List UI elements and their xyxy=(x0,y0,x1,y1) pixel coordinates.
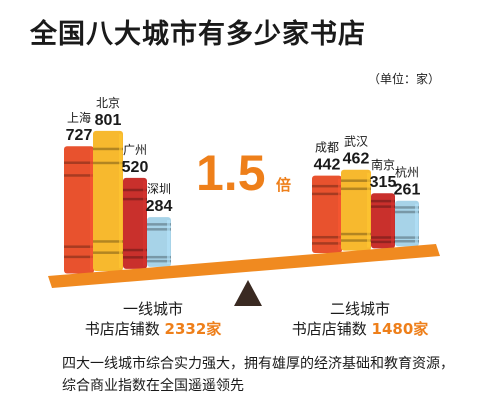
book-band xyxy=(64,245,94,248)
book-band xyxy=(123,256,147,259)
book-spine xyxy=(93,130,123,272)
book-band xyxy=(395,236,419,239)
book-band xyxy=(93,251,123,254)
book-edge xyxy=(143,180,146,266)
book-band xyxy=(147,228,171,231)
group-total-tier1: 2332家 xyxy=(164,320,222,338)
city-label-北京: 北京 xyxy=(96,96,120,110)
chart-title: 全国八大城市有多少家书店 xyxy=(30,19,366,50)
book-band xyxy=(93,147,123,151)
bar-北京 xyxy=(93,130,123,272)
value-label-上海: 727 xyxy=(66,127,93,144)
book-edge xyxy=(415,203,418,244)
book-band xyxy=(341,232,371,236)
bar-深圳 xyxy=(147,217,171,267)
ratio-suffix: 倍 xyxy=(276,176,291,194)
book-band xyxy=(147,259,171,263)
book-edge xyxy=(367,172,370,248)
bar-成都 xyxy=(312,175,342,253)
book-edge xyxy=(338,178,341,250)
book-band xyxy=(64,161,94,164)
book-edge xyxy=(391,196,394,246)
book-band xyxy=(371,205,395,208)
book-band xyxy=(312,184,342,188)
book-band xyxy=(147,255,171,259)
group-caption-tier1: 书店店铺数 xyxy=(84,320,160,338)
unit-label: （单位：家） xyxy=(368,72,441,86)
book-band xyxy=(341,187,371,191)
book-band xyxy=(123,248,147,252)
seesaw-fulcrum xyxy=(234,280,262,306)
footnote: 四大一线城市综合实力强大，拥有雄厚的经济基础和教育资源，综合商业指数在全国遥遥领… xyxy=(62,356,454,394)
group-name-tier2: 二线城市 xyxy=(329,300,390,318)
bar-杭州 xyxy=(395,200,419,247)
book-band xyxy=(64,174,94,177)
bar-上海 xyxy=(64,146,94,274)
book-band xyxy=(371,240,395,244)
value-label-南京: 315 xyxy=(370,174,397,191)
group-label-tier2: 二线城市 书店店铺数 1480家 xyxy=(280,299,440,339)
book-edge xyxy=(167,220,170,264)
value-label-武汉: 462 xyxy=(343,151,370,168)
city-label-深圳: 深圳 xyxy=(147,182,171,196)
group-label-tier1: 一线城市 书店店铺数 2332家 xyxy=(78,299,228,339)
book-bars xyxy=(64,130,419,274)
value-label-成都: 442 xyxy=(314,157,341,174)
book-band xyxy=(371,199,395,203)
book-band xyxy=(147,223,171,226)
book-edge xyxy=(119,133,122,269)
book-band xyxy=(341,179,371,182)
book-band xyxy=(371,236,395,239)
bar-武汉 xyxy=(341,169,371,251)
city-label-杭州: 杭州 xyxy=(395,165,419,180)
bar-广州 xyxy=(123,177,147,269)
value-label-深圳: 284 xyxy=(146,198,173,215)
seesaw-beam xyxy=(48,244,440,288)
book-band xyxy=(93,240,123,243)
book-band xyxy=(395,239,419,243)
book-spine xyxy=(123,177,147,269)
city-label-南京: 南京 xyxy=(371,157,395,172)
group-total-tier2: 1480家 xyxy=(371,320,429,338)
book-band xyxy=(312,235,342,239)
book-band xyxy=(123,188,147,192)
value-label-北京: 801 xyxy=(95,112,122,129)
book-band xyxy=(64,255,94,259)
book-edge xyxy=(90,149,93,271)
city-label-上海: 上海 xyxy=(67,110,91,125)
book-band xyxy=(312,242,342,245)
group-caption-tier2: 书店店铺数 xyxy=(291,320,367,338)
value-label-广州: 520 xyxy=(122,159,149,176)
city-label-武汉: 武汉 xyxy=(344,135,368,149)
book-spine xyxy=(64,146,94,274)
ratio-value: 1.5 xyxy=(196,145,266,201)
city-label-广州: 广州 xyxy=(123,143,147,157)
book-band xyxy=(341,239,371,242)
book-band xyxy=(395,206,419,209)
value-label-杭州: 261 xyxy=(394,182,421,199)
book-band xyxy=(93,161,123,165)
bar-南京 xyxy=(371,193,395,249)
book-band xyxy=(312,192,342,196)
group-name-tier1: 一线城市 xyxy=(122,300,183,318)
book-band xyxy=(123,197,147,201)
city-label-成都: 成都 xyxy=(315,141,339,155)
book-band xyxy=(395,210,419,214)
